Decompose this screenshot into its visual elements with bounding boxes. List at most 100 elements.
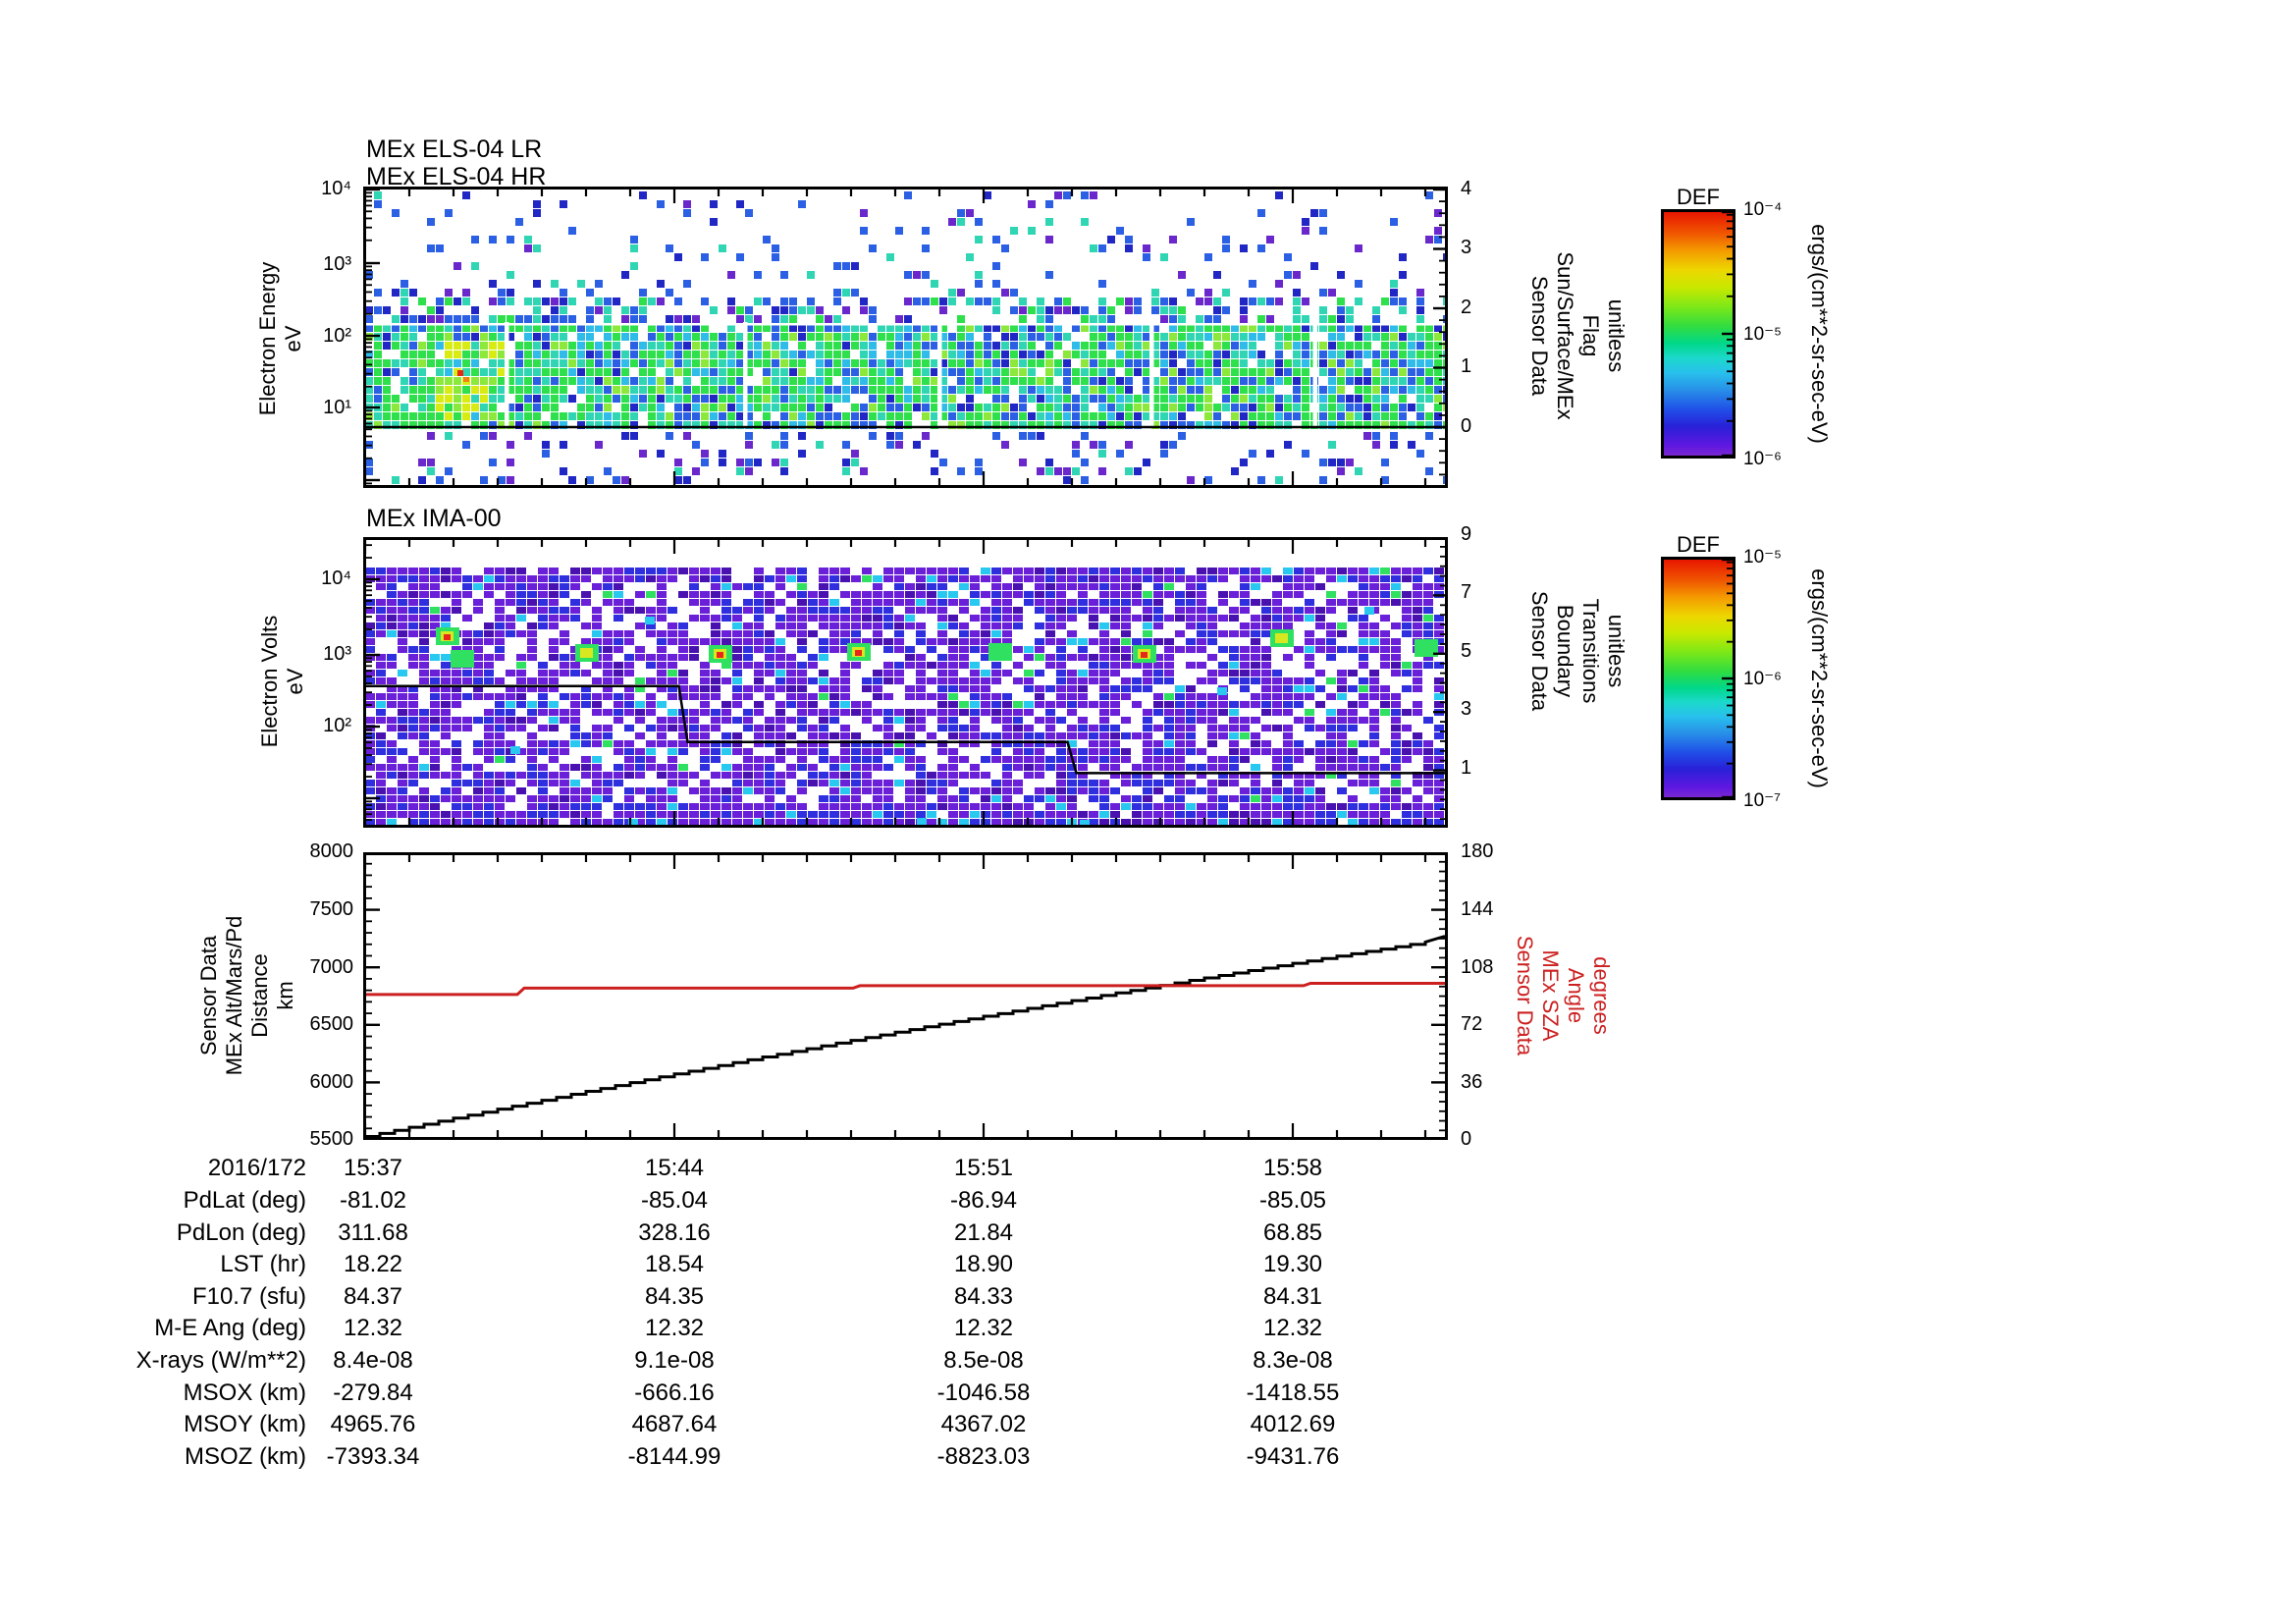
alt-ylabel-line: km bbox=[273, 981, 297, 1010]
table-cell: 84.31 bbox=[1262, 1282, 1323, 1310]
table-cell: 12.32 bbox=[343, 1315, 403, 1342]
table-cell: 8.3e-08 bbox=[1253, 1347, 1333, 1374]
colorbar-tick-label: 10⁻⁶ bbox=[1743, 449, 1782, 469]
ima-right-label-line: Sensor Data bbox=[1527, 590, 1552, 712]
table-cell: -7393.34 bbox=[326, 1442, 420, 1470]
ima-ylabel-line: eV bbox=[283, 668, 307, 695]
els-ylabel-line: Electron Energy bbox=[255, 261, 280, 416]
y-tick-label: 10³ bbox=[323, 643, 351, 665]
right-tick-label: 2 bbox=[1461, 297, 1472, 318]
right-tick-label: 108 bbox=[1461, 956, 1494, 978]
y-tick-label: 6000 bbox=[309, 1071, 354, 1093]
alt-ylabel-line: Sensor Data bbox=[196, 935, 221, 1056]
table-cell: 328.16 bbox=[638, 1218, 711, 1246]
table-cell: -279.84 bbox=[333, 1379, 413, 1406]
table-cell: 4687.64 bbox=[631, 1411, 718, 1438]
right-tick-label: 0 bbox=[1461, 1128, 1472, 1150]
table-cell: 8.5e-08 bbox=[943, 1347, 1024, 1374]
table-cell: 84.33 bbox=[953, 1282, 1014, 1310]
right-tick-label: 1 bbox=[1461, 757, 1472, 779]
colorbar1-title: DEF bbox=[1677, 185, 1720, 209]
table-row-label: MSOX (km) bbox=[183, 1379, 306, 1406]
alt-ylabel-line: MEx Alt/Mars/Pd bbox=[222, 915, 246, 1076]
els-right-label-line: unitless bbox=[1604, 298, 1629, 373]
right-tick-label: 7 bbox=[1461, 581, 1472, 603]
table-cell: 18.90 bbox=[953, 1251, 1014, 1278]
sza-right-label: degrees Angle MEx SZA Sensor Data bbox=[1512, 834, 1614, 1158]
table-cell: 18.22 bbox=[343, 1251, 403, 1278]
table-cell: 4012.69 bbox=[1250, 1411, 1336, 1438]
ima-right-label-line: unitless bbox=[1604, 614, 1629, 688]
ima-right-label-line: Transitions bbox=[1578, 598, 1603, 704]
els-right-label-line: Flag bbox=[1578, 314, 1603, 357]
table-cell: 4965.76 bbox=[330, 1411, 416, 1438]
table-cell: 8.4e-08 bbox=[333, 1347, 413, 1374]
colorbar1-ticks bbox=[1722, 210, 1734, 458]
table-cell: -85.04 bbox=[640, 1187, 709, 1214]
table-cell: 84.35 bbox=[644, 1282, 705, 1310]
colorbar2-unit-text: ergs/(cm**2-sr-sec-eV) bbox=[1807, 568, 1832, 788]
y-tick-label: 10¹ bbox=[323, 397, 351, 418]
table-cell: -8144.99 bbox=[627, 1442, 721, 1470]
ima-ylabel: Electron Volts eV bbox=[257, 514, 308, 848]
ima-right-label: unitless Transitions Boundary Sensor Dat… bbox=[1526, 489, 1629, 813]
colorbar2-title: DEF bbox=[1677, 532, 1720, 557]
table-cell: 9.1e-08 bbox=[634, 1347, 715, 1374]
table-cell: 19.30 bbox=[1262, 1251, 1323, 1278]
right-tick-label: 9 bbox=[1461, 523, 1472, 545]
table-cell: -1418.55 bbox=[1246, 1379, 1340, 1406]
table-row-label: PdLat (deg) bbox=[183, 1187, 306, 1214]
sza-right-label-line: Angle bbox=[1564, 967, 1588, 1024]
sza-right-label-line: Sensor Data bbox=[1513, 935, 1537, 1056]
table-cell: -86.94 bbox=[949, 1187, 1018, 1214]
colorbar-tick-label: 10⁻⁴ bbox=[1743, 199, 1783, 220]
table-cell: -666.16 bbox=[634, 1379, 715, 1406]
y-tick-label: 10² bbox=[323, 325, 351, 347]
right-tick-label: 1 bbox=[1461, 355, 1472, 377]
right-tick-label: 4 bbox=[1461, 178, 1472, 199]
colorbar2-ticks bbox=[1722, 558, 1734, 799]
table-cell: 21.84 bbox=[953, 1218, 1014, 1246]
table-cell: 68.85 bbox=[1262, 1218, 1323, 1246]
els-title-hr: MEx ELS-04 HR bbox=[366, 163, 547, 190]
els-right-label-line: Sun/Surface/MEx bbox=[1553, 251, 1577, 420]
table-row-label: M-E Ang (deg) bbox=[154, 1315, 306, 1342]
colorbar-tick-label: 10⁻⁶ bbox=[1743, 669, 1782, 689]
right-tick-label: 0 bbox=[1461, 415, 1472, 437]
els-spectrogram bbox=[363, 187, 1448, 488]
right-tick-label: 3 bbox=[1461, 698, 1472, 720]
y-tick-label: 7500 bbox=[309, 898, 354, 920]
table-cell: 12.32 bbox=[953, 1315, 1014, 1342]
table-cell: -1046.58 bbox=[936, 1379, 1031, 1406]
table-cell: 311.68 bbox=[338, 1218, 408, 1246]
els-right-label: unitless Flag Sun/Surface/MEx Sensor Dat… bbox=[1526, 174, 1629, 498]
y-tick-label: 10² bbox=[323, 715, 351, 736]
right-tick-label: 3 bbox=[1461, 237, 1472, 258]
y-tick-label: 8000 bbox=[309, 840, 354, 862]
table-cell: 18.54 bbox=[644, 1251, 705, 1278]
date-label: 2016/172 bbox=[207, 1155, 306, 1181]
ima-title: MEx IMA-00 bbox=[366, 505, 502, 532]
alt-ylabel: Sensor Data MEx Alt/Mars/Pd Distance km bbox=[196, 834, 298, 1158]
y-tick-label: 10⁴ bbox=[321, 568, 351, 589]
right-tick-label: 36 bbox=[1461, 1071, 1483, 1093]
right-tick-label: 5 bbox=[1461, 640, 1472, 662]
y-tick-label: 7000 bbox=[309, 956, 354, 978]
time-label: 15:51 bbox=[953, 1155, 1014, 1181]
sza-right-label-line: MEx SZA bbox=[1538, 949, 1563, 1042]
table-row-label: X-rays (W/m**2) bbox=[135, 1347, 306, 1374]
right-tick-label: 72 bbox=[1461, 1013, 1483, 1035]
table-row-label: MSOZ (km) bbox=[185, 1442, 306, 1470]
table-cell: -85.05 bbox=[1258, 1187, 1327, 1214]
sza-right-label-line: degrees bbox=[1589, 956, 1614, 1035]
table-cell: 12.32 bbox=[1262, 1315, 1323, 1342]
table-cell: 4367.02 bbox=[940, 1411, 1027, 1438]
table-row-label: F10.7 (sfu) bbox=[191, 1282, 306, 1310]
colorbar2-unit-label: ergs/(cm**2-sr-sec-eV) bbox=[1806, 467, 1832, 890]
altitude-sza-plot bbox=[363, 852, 1448, 1140]
time-label: 15:44 bbox=[644, 1155, 705, 1181]
y-tick-label: 5500 bbox=[309, 1128, 354, 1150]
table-cell: 12.32 bbox=[644, 1315, 705, 1342]
colorbar-tick-label: 10⁻⁵ bbox=[1743, 324, 1783, 345]
